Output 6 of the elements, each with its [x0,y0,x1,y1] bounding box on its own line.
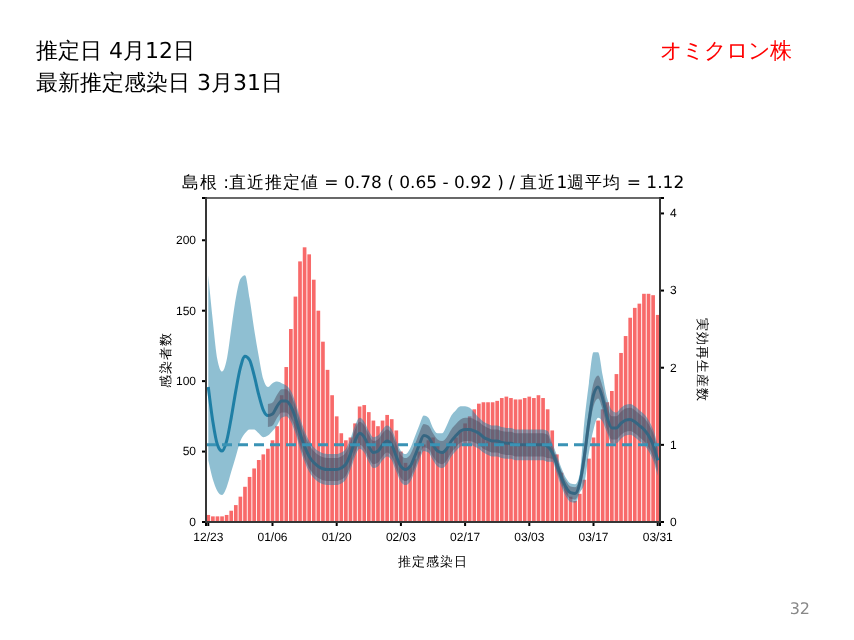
text: 推定日 4月12日 [36,38,195,64]
chart-title: 島根 :直近推定値 = 0.78 ( 0.65 - 0.92 ) / 直近1週平均 = 1.12 [181,172,685,194]
text: 32 [789,600,810,618]
text: オミクロン株 [660,38,792,64]
line-series [206,354,660,495]
text: 最新推定感染日 3月31日 [36,70,283,96]
